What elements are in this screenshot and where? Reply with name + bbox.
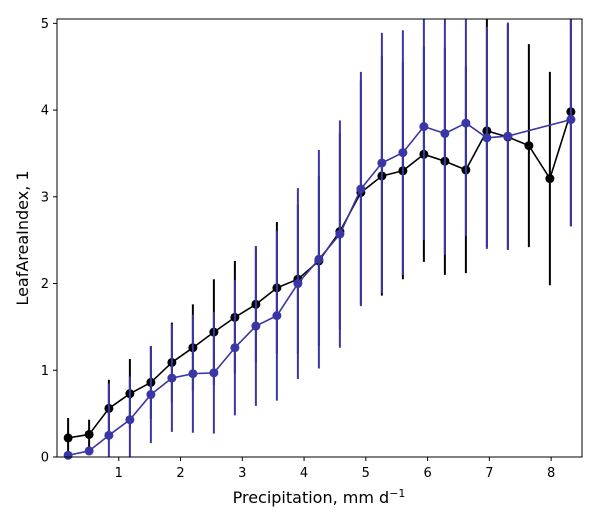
data-point-blue-21	[503, 131, 513, 141]
x-tick-label-5: 5	[362, 466, 370, 481]
data-point-blue-10	[272, 311, 282, 321]
data-point-blue-15	[377, 158, 387, 168]
data-point-black-0	[63, 433, 73, 443]
data-point-blue-1	[84, 446, 94, 456]
data-point-blue-8	[230, 343, 240, 353]
data-point-blue-19	[461, 118, 471, 128]
data-point-blue-22	[566, 115, 576, 125]
data-point-blue-3	[125, 415, 135, 425]
x-tick-label-4: 4	[300, 466, 308, 481]
y-tick-label-3: 3	[41, 190, 49, 205]
y-tick-label-4: 4	[41, 104, 49, 119]
data-point-blue-2	[104, 430, 114, 440]
series-blue	[63, 19, 576, 460]
data-point-blue-12	[314, 254, 324, 264]
y-tick-label-5: 5	[41, 17, 49, 32]
data-point-blue-7	[209, 368, 219, 378]
data-point-blue-13	[335, 229, 345, 239]
data-point-blue-6	[188, 369, 198, 379]
data-point-blue-17	[419, 122, 429, 132]
x-tick-label-6: 6	[423, 466, 431, 481]
data-point-blue-16	[398, 148, 408, 158]
data-point-blue-0	[63, 450, 73, 460]
series-layer	[63, 19, 576, 460]
x-tick-label-8: 8	[547, 466, 555, 481]
data-point-blue-20	[482, 133, 492, 143]
x-axis-label: Precipitation, mm d−1	[233, 487, 406, 507]
ticks-layer: 1 2 3 4 5 6 7 8 0 1 2 3 4 5	[41, 17, 556, 481]
x-tick-label-3: 3	[238, 466, 246, 481]
y-tick-label-2: 2	[41, 277, 49, 292]
data-point-black-23	[545, 174, 555, 184]
y-tick-label-0: 0	[41, 451, 49, 466]
data-point-blue-14	[356, 184, 366, 194]
y-axis-label: LeafAreaIndex, 1	[13, 170, 32, 305]
y-tick-label-1: 1	[41, 364, 49, 379]
data-point-blue-9	[251, 321, 261, 331]
data-point-blue-4	[146, 390, 156, 400]
x-tick-label-7: 7	[485, 466, 493, 481]
plot-frame	[56, 18, 583, 458]
x-axis-label-text: Precipitation, mm d	[233, 488, 390, 507]
data-point-black-22	[524, 141, 534, 151]
x-axis-label-superscript: −1	[389, 487, 405, 500]
data-point-blue-11	[293, 279, 303, 289]
x-tick-label-2: 2	[176, 466, 184, 481]
data-point-blue-5	[167, 373, 177, 383]
data-point-black-1	[84, 429, 94, 439]
data-point-blue-18	[440, 128, 450, 138]
x-tick-label-1: 1	[115, 466, 123, 481]
